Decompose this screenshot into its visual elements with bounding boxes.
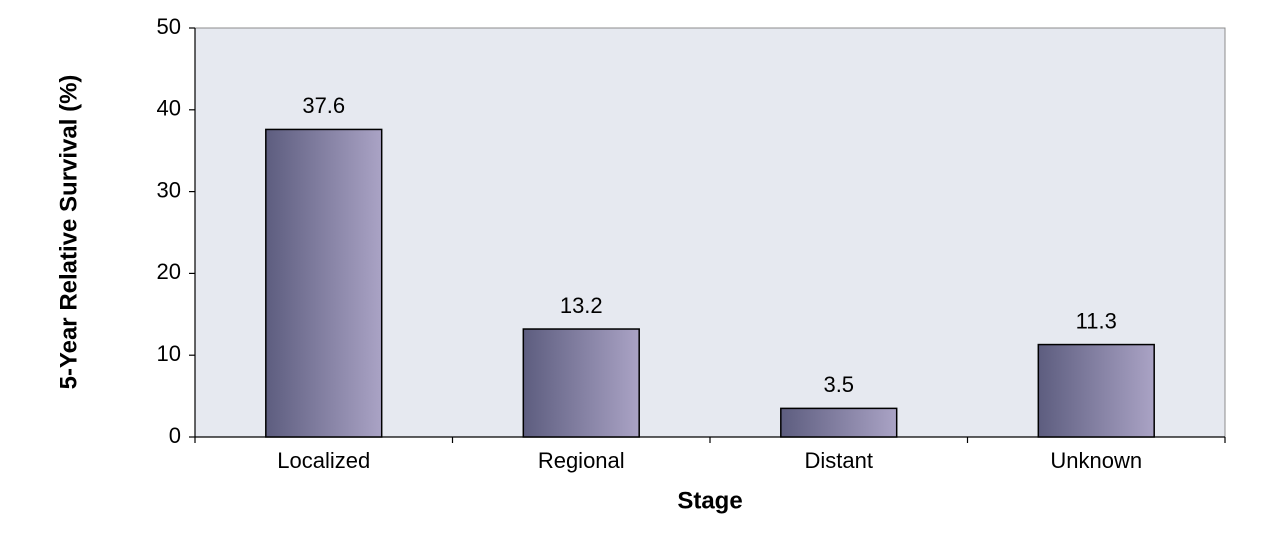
value-label: 3.5 bbox=[823, 372, 854, 397]
y-tick-label: 20 bbox=[157, 259, 181, 284]
value-label: 37.6 bbox=[302, 93, 345, 118]
x-tick-label: Localized bbox=[277, 448, 370, 473]
y-axis-title: 5-Year Relative Survival (%) bbox=[55, 75, 82, 390]
x-tick-label: Regional bbox=[538, 448, 625, 473]
y-tick-label: 50 bbox=[157, 14, 181, 39]
y-tick-label: 40 bbox=[157, 96, 181, 121]
value-label: 13.2 bbox=[560, 293, 603, 318]
x-tick-label: Distant bbox=[805, 448, 873, 473]
bar bbox=[1037, 343, 1155, 438]
x-axis-title: Stage bbox=[677, 487, 742, 514]
x-tick-label: Unknown bbox=[1050, 448, 1142, 473]
bar bbox=[522, 328, 640, 438]
bar bbox=[265, 128, 383, 438]
y-tick-label: 30 bbox=[157, 177, 181, 202]
bar bbox=[780, 407, 898, 438]
y-tick-label: 10 bbox=[157, 341, 181, 366]
y-tick-label: 0 bbox=[169, 423, 181, 448]
value-label: 11.3 bbox=[1076, 308, 1117, 333]
